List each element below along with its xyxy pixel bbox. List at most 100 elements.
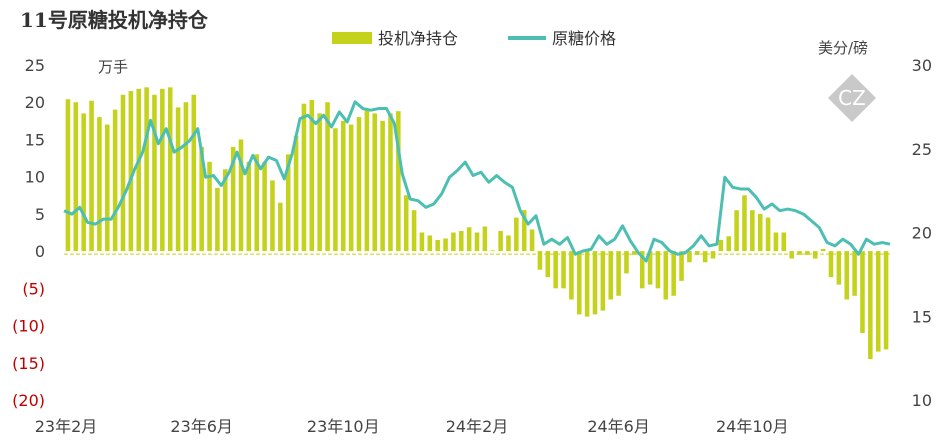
net-position-bar [734, 210, 739, 252]
left-unit-label: 万手 [98, 58, 128, 76]
x-tick-label: 23年6月 [170, 417, 233, 436]
net-position-bar [435, 239, 440, 252]
net-position-bar [514, 217, 519, 252]
net-position-bar [348, 124, 354, 252]
net-position-bar [309, 99, 315, 252]
net-position-bar [380, 120, 385, 252]
left-tick-label: (20) [12, 391, 45, 410]
net-position-bar [403, 195, 409, 252]
left-tick-label: 0 [35, 242, 45, 261]
net-position-bar [875, 251, 881, 352]
net-position-bar [750, 210, 755, 252]
net-position-bar [128, 91, 134, 252]
left-tick-label: (5) [22, 279, 45, 298]
net-position-bar [183, 102, 189, 252]
net-position-bar [285, 154, 291, 252]
legend-bar-label: 投机净持仓 [378, 29, 458, 48]
net-position-bar [396, 111, 401, 252]
net-position-bar [104, 124, 110, 252]
left-tick-label: 15 [25, 130, 45, 149]
net-position-bar [789, 251, 794, 259]
net-position-bar [451, 232, 456, 252]
net-position-bar [427, 235, 433, 252]
x-tick-label: 24年2月 [446, 417, 509, 436]
net-position-bar [278, 202, 283, 252]
net-position-bar [836, 251, 842, 285]
net-position-bar [215, 187, 220, 252]
net-position-bar [561, 251, 566, 289]
net-position-bar [97, 117, 102, 252]
x-tick-label: 24年6月 [587, 417, 650, 436]
watermark-text: CZ [838, 86, 866, 110]
net-position-bar [537, 251, 543, 270]
net-position-bar [710, 251, 716, 259]
net-position-bar [671, 251, 676, 296]
net-position-bar [301, 103, 307, 252]
right-tick-label: 20 [912, 224, 932, 243]
net-position-bar [718, 239, 724, 252]
x-tick-label: 23年2月 [35, 417, 98, 436]
net-position-bar [175, 107, 181, 252]
left-tick-label: 20 [25, 93, 45, 112]
net-position-bar [112, 109, 118, 252]
net-position-bar [120, 94, 126, 252]
watermark-diamond [827, 73, 877, 123]
net-position-bar [293, 135, 299, 252]
net-position-bar [529, 229, 535, 252]
net-position-bar [773, 232, 779, 252]
net-position-bar [812, 251, 818, 259]
net-position-bar [647, 251, 653, 285]
left-tick-label: 5 [35, 205, 45, 224]
left-tick-label: 25 [25, 56, 45, 75]
watermark-logo: CZ [827, 73, 877, 123]
net-position-bar [852, 251, 857, 296]
net-position-bar [443, 238, 448, 252]
net-position-bar [600, 251, 606, 311]
net-position-bar [270, 180, 275, 252]
net-position-bar [458, 231, 464, 252]
net-position-bar [65, 99, 71, 252]
net-position-bar [482, 226, 488, 252]
net-position-bar [694, 251, 700, 255]
net-position-bar [73, 102, 79, 252]
net-position-bar [136, 88, 142, 252]
net-position-bar [254, 154, 260, 252]
net-position-bar [687, 251, 692, 263]
net-position-bar [230, 146, 236, 252]
bar-series [65, 87, 889, 360]
legend-line-label: 原糖价格 [552, 29, 616, 48]
right-tick-label: 30 [912, 56, 932, 75]
net-position-bar [883, 251, 889, 350]
net-position-bar [765, 217, 771, 252]
net-position-bar [89, 100, 94, 252]
net-position-bar [474, 232, 480, 252]
right-axis: 30 25 20 15 10 [912, 56, 932, 410]
legend: 投机净持仓 原糖价格 [332, 29, 616, 48]
net-position-bar [742, 195, 747, 252]
left-tick-label: 10 [25, 168, 45, 187]
net-position-bar [545, 251, 551, 278]
net-position-bar [167, 87, 173, 252]
net-position-bar [160, 88, 165, 252]
net-position-bar [317, 113, 322, 252]
left-tick-label: (15) [12, 354, 45, 373]
x-tick-label: 23年10月 [307, 417, 380, 436]
net-position-bar [144, 87, 149, 252]
net-position-bar [490, 250, 496, 252]
net-position-bar [592, 251, 598, 315]
x-axis: 23年2月 23年6月 23年10月 24年2月 24年6月 24年10月 [35, 417, 789, 436]
left-tick-label: (10) [12, 317, 45, 336]
net-position-bar [411, 210, 417, 252]
net-position-bar [616, 251, 621, 296]
net-position-bar [757, 213, 763, 252]
net-position-bar [805, 251, 810, 255]
net-position-bar [364, 109, 370, 252]
right-tick-label: 25 [912, 140, 932, 159]
net-position-bar [797, 251, 802, 255]
x-tick-label: 24年10月 [716, 417, 789, 436]
right-tick-label: 15 [912, 307, 932, 326]
legend-bar-swatch [332, 32, 372, 44]
net-position-bar [726, 236, 732, 252]
net-position-bar [325, 102, 330, 252]
